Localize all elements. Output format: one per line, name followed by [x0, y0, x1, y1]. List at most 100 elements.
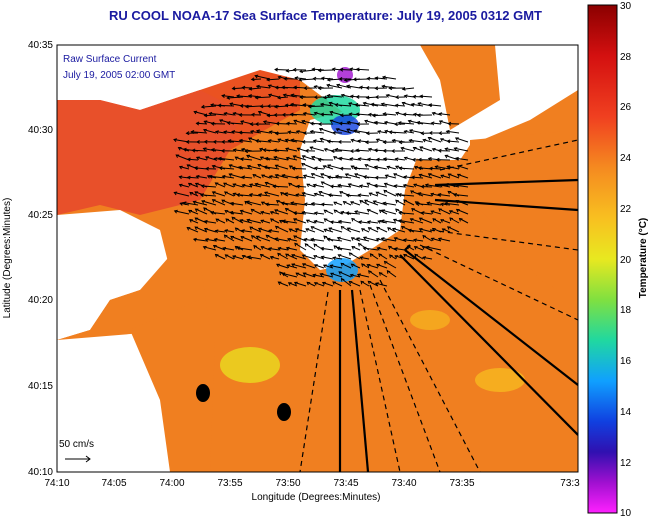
current-vector-head	[305, 219, 310, 224]
current-vector-head	[409, 218, 414, 222]
current-vector-head	[249, 122, 254, 127]
current-vector	[314, 264, 325, 269]
current-vector-head	[234, 245, 239, 250]
x-tick: 73:40	[391, 478, 416, 489]
current-vector-head	[318, 191, 323, 195]
current-vector-head	[214, 182, 219, 186]
current-vector-head	[247, 94, 252, 98]
current-vector	[303, 104, 316, 107]
current-vector	[440, 184, 451, 188]
current-vector	[321, 77, 334, 80]
current-vector	[367, 221, 379, 224]
current-vector	[455, 137, 469, 143]
current-vector-head	[263, 165, 268, 170]
current-vector-head	[332, 130, 336, 135]
current-vector-head	[231, 86, 236, 91]
current-vector	[423, 139, 433, 143]
land-west	[57, 210, 170, 340]
current-vector-head	[206, 175, 211, 179]
current-vector	[246, 155, 262, 161]
current-vector-head	[257, 193, 262, 197]
current-vector-head	[214, 130, 219, 135]
current-vector-head	[311, 67, 316, 72]
current-vector-head	[262, 148, 267, 153]
current-vector-head	[296, 184, 300, 189]
current-vector	[249, 226, 262, 233]
current-vector-head	[225, 218, 230, 222]
current-vector	[349, 252, 361, 260]
current-vector-head	[217, 156, 222, 161]
current-vector	[402, 102, 415, 107]
current-vector-head	[274, 225, 279, 230]
current-vector-head	[320, 255, 325, 260]
current-vector	[308, 105, 325, 108]
current-vector	[457, 173, 469, 179]
current-vector	[264, 191, 280, 197]
current-vector-head	[293, 235, 298, 239]
current-vector	[203, 246, 217, 251]
current-vector-head	[357, 242, 362, 247]
current-vector	[321, 203, 334, 206]
current-vector-head	[215, 218, 220, 223]
current-vector-head	[294, 175, 299, 180]
current-vector-head	[350, 138, 355, 143]
current-vector	[330, 111, 343, 116]
current-vector	[326, 84, 343, 89]
current-vector	[251, 208, 262, 215]
current-vector	[215, 182, 226, 188]
x-tick: 74:05	[101, 478, 126, 489]
current-vector-head	[277, 95, 281, 100]
current-vector-head	[194, 208, 199, 213]
current-vector-head	[205, 166, 210, 171]
current-vector-head	[348, 280, 353, 285]
current-vector-head	[203, 120, 208, 125]
current-vector-head	[187, 182, 192, 187]
current-vector	[336, 128, 352, 134]
current-vector-head	[339, 166, 344, 171]
current-vector	[354, 167, 370, 170]
current-vector	[269, 175, 280, 179]
current-vector-head	[376, 226, 380, 231]
current-vector	[295, 176, 307, 179]
current-vector-head	[444, 147, 449, 152]
current-vector-head	[277, 281, 282, 286]
current-vector-head	[348, 102, 353, 106]
current-vector-head	[430, 237, 435, 242]
current-vector-head	[381, 84, 386, 89]
current-vector-head	[446, 165, 451, 170]
current-vector-head	[319, 273, 324, 277]
current-vector	[346, 194, 361, 197]
current-vector-head	[336, 236, 341, 241]
current-vector	[193, 238, 208, 242]
current-vector	[294, 282, 307, 287]
current-vector-head	[323, 218, 328, 222]
current-vector	[375, 282, 388, 287]
current-vector-head	[388, 130, 393, 135]
current-vector-head	[351, 217, 355, 222]
current-vector-head	[266, 104, 271, 109]
current-vector-head	[210, 103, 214, 108]
current-vector	[455, 157, 469, 161]
current-vector-head	[394, 103, 399, 108]
y-tick: 40:10	[28, 467, 53, 478]
current-vector-head	[240, 147, 245, 152]
current-vector	[359, 221, 370, 224]
current-vector	[215, 230, 226, 233]
current-vector-head	[415, 202, 420, 207]
current-vector-head	[232, 255, 237, 259]
current-vector	[258, 194, 271, 197]
current-vector-head	[451, 183, 456, 188]
current-vector	[353, 78, 370, 80]
current-vector-head	[400, 146, 405, 151]
current-vector	[204, 228, 217, 233]
current-vector-head	[322, 95, 327, 100]
current-vector-head	[260, 201, 265, 206]
current-vector-head	[443, 201, 448, 206]
current-vector	[338, 254, 352, 260]
current-vector-head	[260, 210, 265, 215]
current-vector	[440, 174, 451, 179]
current-vector	[392, 228, 406, 233]
current-vector-head	[328, 227, 333, 231]
current-vector-head	[288, 182, 292, 187]
current-vector-head	[274, 85, 279, 90]
